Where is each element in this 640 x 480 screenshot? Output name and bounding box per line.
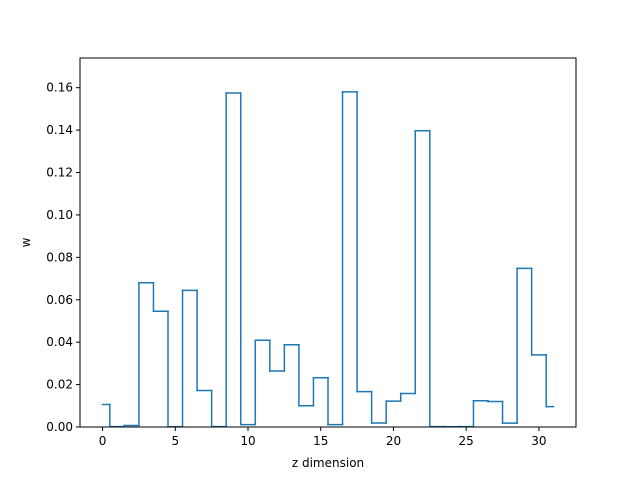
y-axis-ticks: 0.00 0.02 0.04 0.06 0.08 0.10 0.12 0.14 0.16 [46, 81, 80, 434]
y-tick-label: 0.04 [46, 335, 73, 349]
plot-area [101, 91, 555, 428]
y-tick-label: 0.00 [46, 420, 73, 434]
axes-frame [79, 57, 577, 428]
y-tick-label: 0.14 [46, 123, 73, 137]
x-tick-label: 5 [171, 434, 179, 448]
x-axis-ticks: 0 5 10 15 20 25 30 [99, 427, 547, 448]
x-axis-label: z dimension [292, 456, 364, 470]
y-tick-label: 0.16 [46, 81, 73, 95]
x-tick-label: 15 [313, 434, 328, 448]
x-tick-label: 30 [531, 434, 546, 448]
y-axis-label: w [19, 237, 33, 247]
y-tick-label: 0.12 [46, 166, 73, 180]
step-series [101, 91, 555, 428]
x-tick-label: 20 [386, 434, 401, 448]
y-tick-label: 0.08 [46, 250, 73, 264]
x-tick-label: 25 [459, 434, 474, 448]
x-tick-label: 10 [240, 434, 255, 448]
y-tick-label: 0.10 [46, 208, 73, 222]
y-tick-label: 0.06 [46, 293, 73, 307]
x-tick-label: 0 [99, 434, 107, 448]
y-tick-label: 0.02 [46, 378, 73, 392]
